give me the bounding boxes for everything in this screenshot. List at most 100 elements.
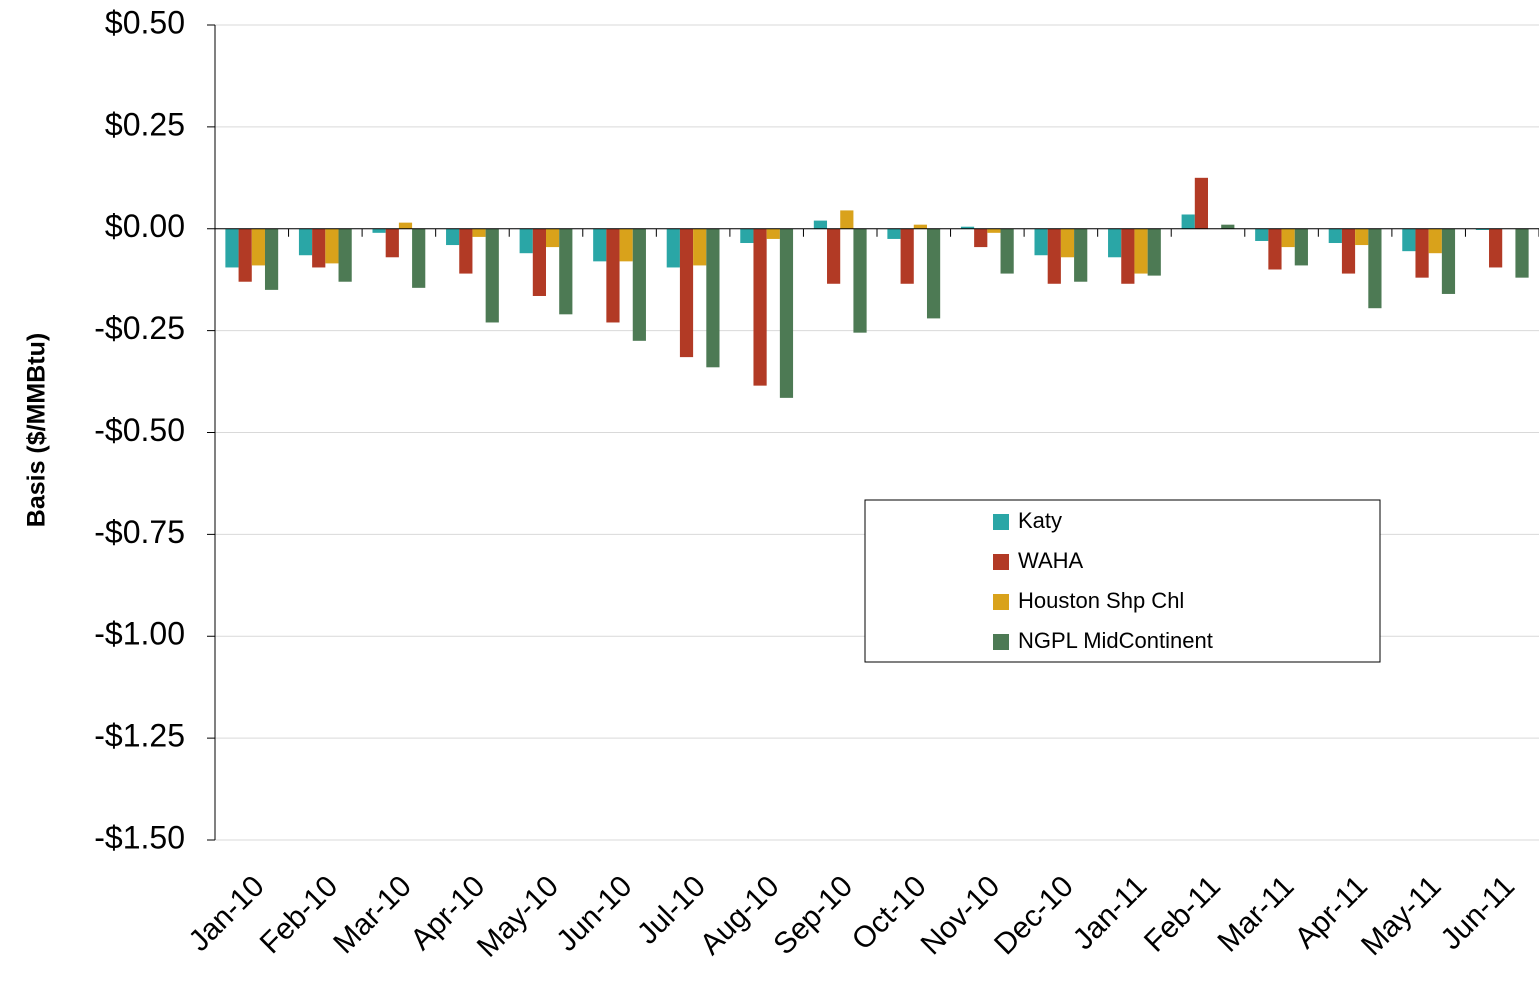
bar: [1108, 228, 1122, 258]
bar: [1441, 228, 1456, 294]
bar: [606, 228, 620, 323]
legend-label: NGPL MidContinent: [1018, 628, 1213, 653]
bar: [385, 228, 399, 258]
bar: [1294, 228, 1308, 266]
y-axis-label: Basis ($/MMBtu): [23, 333, 51, 527]
bar: [900, 228, 914, 284]
bar: [632, 228, 646, 341]
bar: [1194, 177, 1208, 229]
bar: [853, 228, 867, 333]
y-tick-label: $0.00: [105, 208, 185, 244]
bar: [1060, 228, 1075, 258]
bar: [960, 226, 975, 229]
bar: [1000, 228, 1014, 274]
x-tick-label: May-11: [1355, 870, 1447, 962]
y-tick-label: $0.50: [105, 4, 185, 40]
bar: [1355, 228, 1369, 246]
bar: [372, 228, 386, 233]
x-tick-label: Feb-11: [1138, 870, 1227, 959]
x-tick-label: Jan-10: [183, 870, 271, 958]
bar: [1268, 228, 1282, 270]
legend-swatch: [993, 514, 1009, 530]
bar: [706, 228, 720, 368]
bar: [412, 228, 426, 288]
bar: [1475, 228, 1490, 230]
bar: [398, 222, 413, 229]
bar: [1515, 228, 1529, 278]
y-tick-label: -$1.25: [94, 718, 185, 754]
legend-swatch: [993, 594, 1009, 610]
y-tick-label: -$1.50: [94, 819, 185, 855]
x-tick-label: Jun-10: [550, 870, 638, 958]
y-tick-label: -$0.50: [94, 412, 185, 448]
x-tick-label: Mar-11: [1212, 870, 1301, 959]
bar: [679, 228, 694, 358]
x-tick-label: Sep-10: [767, 870, 859, 962]
legend-swatch: [993, 634, 1009, 650]
y-tick-label: -$0.75: [94, 514, 185, 550]
x-tick-label: Mar-10: [327, 870, 418, 961]
bar: [264, 228, 279, 290]
legend-box: [864, 499, 1381, 663]
bar: [1489, 228, 1503, 268]
x-tick-label: Dec-10: [988, 870, 1080, 962]
bar: [1181, 214, 1195, 229]
bar: [1402, 228, 1416, 252]
bar: [913, 224, 927, 229]
bar: [740, 228, 754, 244]
bar: [987, 228, 1001, 233]
bar: [779, 228, 794, 398]
bar: [1074, 228, 1088, 282]
bar: [593, 228, 607, 262]
bar: [446, 228, 460, 246]
bar: [1221, 224, 1235, 229]
bar: [1428, 228, 1442, 254]
bar: [813, 220, 828, 229]
x-tick-label: May-10: [471, 870, 565, 964]
bar: [1328, 228, 1342, 244]
bar: [238, 228, 252, 282]
bar: [753, 228, 767, 386]
legend-label: WAHA: [1018, 548, 1084, 573]
bar: [519, 228, 533, 254]
bar: [1047, 228, 1061, 284]
bar: [840, 210, 854, 229]
legend-label: Houston Shp Chl: [1018, 588, 1184, 613]
bar: [1415, 228, 1429, 278]
bar: [926, 228, 941, 319]
bar: [1281, 228, 1295, 248]
x-tick-label: Feb-10: [254, 870, 345, 961]
bar: [1255, 228, 1269, 241]
bar: [325, 228, 339, 264]
bar: [1147, 228, 1161, 276]
legend-swatch: [993, 554, 1009, 570]
bar: [338, 228, 352, 282]
bar: [472, 228, 486, 237]
bar: [974, 228, 988, 248]
bar: [1341, 228, 1356, 274]
bar: [1368, 228, 1382, 309]
bar: [546, 228, 560, 248]
y-tick-label: -$1.00: [94, 616, 185, 652]
y-tick-label: $0.25: [105, 106, 185, 142]
bar: [693, 228, 707, 266]
bar: [485, 228, 499, 323]
x-tick-label: Jan-11: [1067, 870, 1154, 957]
legend-label: Katy: [1018, 508, 1062, 533]
bar: [1121, 228, 1135, 284]
bar: [887, 228, 901, 239]
bar: [827, 228, 841, 284]
bar: [666, 228, 680, 268]
x-tick-label: Nov-10: [915, 870, 1007, 962]
x-tick-label: Aug-10: [694, 870, 786, 962]
x-tick-label: Jun-11: [1435, 870, 1522, 957]
bar: [1134, 228, 1148, 274]
bar: [1034, 228, 1048, 256]
bar: [619, 228, 633, 262]
bar: [298, 228, 313, 256]
bar: [532, 228, 546, 296]
bar: [559, 228, 573, 315]
bar: [766, 228, 780, 239]
